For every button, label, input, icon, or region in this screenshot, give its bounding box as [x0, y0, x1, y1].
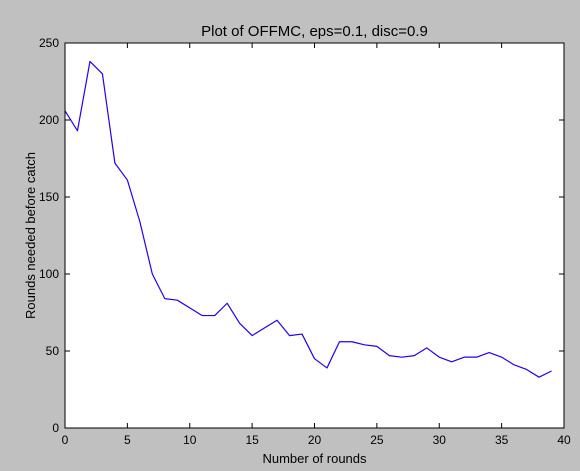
y-axis-label: Rounds needed before catch — [23, 152, 38, 319]
series-line — [64, 60, 552, 378]
y-tick-label: 150 — [39, 190, 59, 204]
series-layer — [64, 60, 552, 378]
y-tick-label: 100 — [39, 267, 59, 281]
plot-frame — [64, 42, 565, 429]
y-tick-label: 200 — [39, 113, 59, 127]
y-tick-labels: 0 50 100 150 200 250 — [39, 36, 59, 435]
x-axis-label: Number of rounds — [262, 451, 367, 466]
x-tick-label: 20 — [308, 433, 322, 447]
x-tick-label: 30 — [433, 433, 447, 447]
x-tick-label: 5 — [124, 433, 131, 447]
x-tick-labels: 0 5 10 15 20 25 30 35 40 — [62, 433, 571, 447]
x-tick-label: 40 — [557, 433, 571, 447]
y-tick-label: 50 — [46, 344, 60, 358]
x-tick-label: 35 — [495, 433, 509, 447]
x-tick-label: 10 — [183, 433, 197, 447]
x-tick-label: 15 — [245, 433, 259, 447]
y-tick-label: 250 — [39, 36, 59, 50]
x-tick-label: 0 — [62, 433, 69, 447]
y-tick-label: 0 — [52, 421, 59, 435]
x-tick-label: 25 — [370, 433, 384, 447]
plot-area — [65, 43, 564, 428]
chart-title: Plot of OFFMC, eps=0.1, disc=0.9 — [201, 23, 428, 40]
